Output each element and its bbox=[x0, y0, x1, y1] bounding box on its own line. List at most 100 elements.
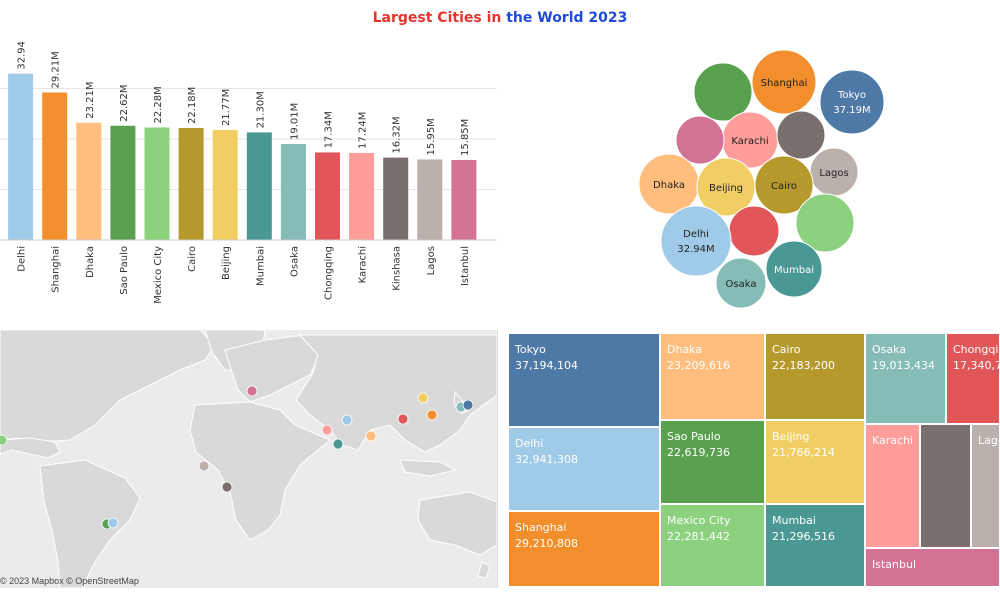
bar-osaka bbox=[280, 143, 306, 240]
bar-category-label-shanghai: Shanghai bbox=[51, 246, 62, 293]
treemap-value-mexico-city: 22,281,442 bbox=[667, 530, 730, 543]
treemap-label-osaka: Osaka bbox=[872, 343, 907, 356]
map-point-dhaka[interactable] bbox=[365, 430, 377, 442]
map-point-karachi[interactable] bbox=[321, 424, 333, 436]
treemap-tile-istanbul: Istanbul bbox=[865, 548, 1000, 587]
treemap-label-beijing: Beijing bbox=[772, 430, 810, 443]
title-part-2: the World 2023 bbox=[501, 10, 628, 26]
bar-category-label-cairo: Cairo bbox=[187, 246, 198, 272]
treemap-value-dhaka: 23,209,616 bbox=[667, 359, 730, 372]
map-point-shanghai[interactable] bbox=[426, 409, 438, 421]
bar-kinshasa bbox=[383, 157, 409, 240]
land-region bbox=[224, 334, 321, 403]
bar-category-label-lagos: Lagos bbox=[426, 246, 437, 275]
bar-value-label-beijing: 21.77M bbox=[221, 89, 232, 126]
bubble-istanbul bbox=[675, 115, 725, 165]
map-point-tokyo[interactable] bbox=[462, 399, 474, 411]
bar-category-label-mumbai: Mumbai bbox=[255, 246, 266, 286]
bar-mumbai bbox=[246, 132, 272, 240]
bar-value-label-lagos: 15.95M bbox=[426, 118, 437, 155]
bar-value-label-cairo: 22.18M bbox=[187, 87, 198, 124]
bar-istanbul bbox=[451, 159, 477, 240]
land-region bbox=[39, 459, 141, 588]
map-point-delhi[interactable] bbox=[341, 414, 353, 426]
bar-value-label-istanbul: 15.85M bbox=[460, 119, 471, 156]
map-point-kinshasa[interactable] bbox=[221, 481, 233, 493]
treemap-tile-sao-paulo: Sao Paulo 22,619,736 bbox=[660, 420, 765, 504]
treemap-value-osaka: 19,013,434 bbox=[872, 359, 935, 372]
treemap-label-dhaka: Dhaka bbox=[667, 343, 703, 356]
bubble-label-beijing: Beijing bbox=[709, 183, 743, 194]
bar-chongqing bbox=[315, 152, 340, 240]
map-point-lagos[interactable] bbox=[198, 460, 210, 472]
bar-category-label-kinshasa: Kinshasa bbox=[392, 246, 403, 291]
treemap-tile-delhi: Delhi 32,941,308 bbox=[508, 427, 660, 511]
treemap-tile-mumbai: Mumbai 21,296,516 bbox=[765, 504, 865, 587]
bubble-label-osaka: Osaka bbox=[726, 279, 757, 290]
bar-cairo bbox=[178, 127, 204, 240]
world-map[interactable]: © 2023 Mapbox © OpenStreetMap bbox=[0, 330, 498, 588]
treemap-label-chongqing: Chongqing bbox=[953, 343, 999, 356]
bubble-mexico-city bbox=[795, 193, 855, 253]
bar-category-label-beijing: Beijing bbox=[221, 246, 232, 280]
bar-category-label-istanbul: Istanbul bbox=[460, 246, 471, 286]
bar-value-label-delhi: 32.94M bbox=[17, 40, 28, 70]
bar-chart: 37.19MTokyo32.94MDelhi29.21MShanghai23.2… bbox=[0, 40, 497, 304]
bubble-lagos: Lagos bbox=[809, 147, 859, 197]
bar-category-label-mexico-city: Mexico City bbox=[153, 246, 164, 304]
treemap-label-cairo: Cairo bbox=[772, 343, 801, 356]
map-attribution: © 2023 Mapbox © OpenStreetMap bbox=[0, 576, 139, 586]
bubble-chongqing bbox=[728, 205, 780, 257]
bubble-label-lagos: Lagos bbox=[819, 168, 848, 179]
land-region bbox=[189, 401, 331, 541]
treemap-tile-karachi: Karachi bbox=[865, 424, 920, 548]
map-point-mumbai[interactable] bbox=[332, 438, 344, 450]
bar-karachi bbox=[349, 152, 375, 240]
treemap-label-tokyo: Tokyo bbox=[515, 343, 546, 356]
map-point-secondary[interactable] bbox=[107, 517, 119, 529]
bar-shanghai bbox=[42, 92, 68, 240]
page-title: Largest Cities in the World 2023 bbox=[0, 10, 1000, 26]
treemap-value-chongqing: 17,340,704 bbox=[953, 359, 999, 372]
treemap-value-shanghai: 29,210,808 bbox=[515, 537, 578, 550]
bubble-sao-paulo bbox=[693, 62, 753, 122]
treemap-tile-dhaka: Dhaka 23,209,616 bbox=[660, 333, 765, 420]
treemap-tile-osaka: Osaka 19,013,434 bbox=[865, 333, 946, 424]
bar-value-label-kinshasa: 16.32M bbox=[392, 116, 403, 153]
bar-category-label-delhi: Delhi bbox=[17, 246, 28, 272]
bubble-dhaka: Dhaka bbox=[638, 153, 700, 215]
bar-mexico-city bbox=[144, 127, 170, 240]
bar-category-label-sao-paulo: Sao Paulo bbox=[119, 246, 130, 295]
treemap-tile-tokyo: Tokyo 37,194,104 bbox=[508, 333, 660, 427]
land-region bbox=[0, 437, 61, 459]
treemap-tile-beijing: Beijing 21,766,214 bbox=[765, 420, 865, 504]
bar-sao-paulo bbox=[110, 125, 136, 240]
treemap-value-tokyo: 37,194,104 bbox=[515, 359, 578, 372]
treemap-value-delhi: 32,941,308 bbox=[515, 453, 578, 466]
bar-beijing bbox=[212, 130, 238, 240]
bar-category-label-karachi: Karachi bbox=[358, 246, 369, 283]
bubble-kinshasa bbox=[776, 110, 826, 160]
treemap-value-beijing: 21,766,214 bbox=[772, 446, 835, 459]
bar-value-label-mexico-city: 22.28M bbox=[153, 86, 164, 123]
bubble-osaka: Osaka bbox=[715, 257, 767, 309]
bar-value-label-chongqing: 17.34M bbox=[324, 111, 335, 148]
bubble-shanghai: Shanghai bbox=[751, 49, 817, 115]
land-region bbox=[417, 491, 497, 556]
title-part-1: Largest Cities in bbox=[372, 10, 502, 26]
treemap-tile-lagos: Lagos bbox=[971, 424, 1000, 548]
map-point-istanbul[interactable] bbox=[246, 385, 258, 397]
land-region bbox=[399, 459, 457, 477]
land-region bbox=[477, 561, 491, 579]
bar-value-label-mumbai: 21.30M bbox=[255, 91, 266, 128]
bubble-chart: Tokyo 37.19M Shanghai Karachi Lagos Dhaka Beij… bbox=[638, 49, 885, 309]
map-point-chongqing[interactable] bbox=[397, 413, 409, 425]
bar-value-label-dhaka: 23.21M bbox=[85, 82, 96, 119]
map-point-beijing[interactable] bbox=[417, 392, 429, 404]
treemap-value-mumbai: 21,296,516 bbox=[772, 530, 835, 543]
map-point-mexico-city[interactable] bbox=[0, 434, 8, 446]
bar-category-label-osaka: Osaka bbox=[289, 246, 300, 277]
treemap-label-mexico-city: Mexico City bbox=[667, 514, 731, 527]
bar-dhaka bbox=[76, 122, 102, 240]
bar-value-label-sao-paulo: 22.62M bbox=[119, 85, 130, 122]
